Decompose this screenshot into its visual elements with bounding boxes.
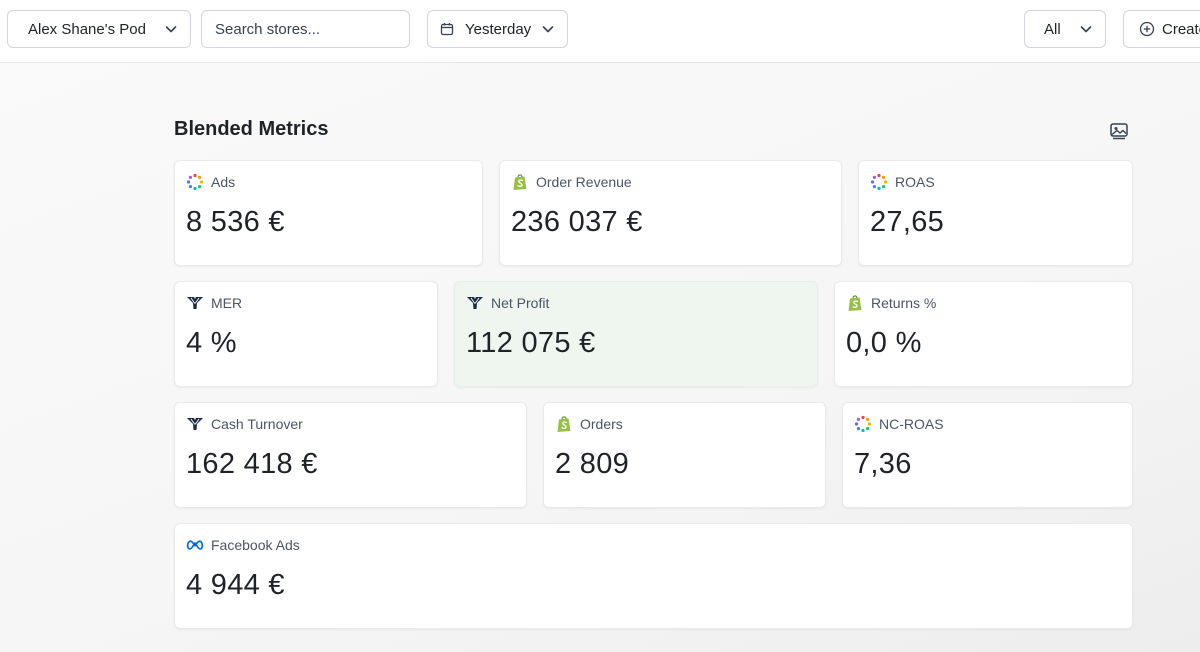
spinner-dots-icon xyxy=(186,173,204,191)
metric-label: Ads xyxy=(211,174,236,190)
meta-icon xyxy=(186,536,204,554)
metric-label: Returns % xyxy=(871,295,937,311)
pod-selector-label: Alex Shane's Pod xyxy=(28,20,146,38)
metric-card-ads[interactable]: Ads 8 536 € xyxy=(174,160,483,266)
shopify-icon xyxy=(511,173,529,191)
filter-label: All xyxy=(1044,20,1061,38)
date-range-dropdown[interactable]: Yesterday xyxy=(427,10,568,48)
metric-card-header: Returns % xyxy=(846,294,936,312)
image-icon[interactable] xyxy=(1109,121,1129,146)
shopify-icon xyxy=(846,294,864,312)
metric-label: MER xyxy=(211,295,243,311)
brand-logo-icon xyxy=(186,415,204,433)
metric-card-mer[interactable]: MER 4 % xyxy=(174,281,438,387)
metric-card-net-profit[interactable]: Net Profit 112 075 € xyxy=(454,281,818,387)
spinner-dots-icon xyxy=(854,415,872,433)
metric-card-orders[interactable]: Orders 2 809 xyxy=(543,402,826,508)
shopify-icon xyxy=(555,415,573,433)
metric-value: 0,0 % xyxy=(846,327,922,359)
chevron-down-icon xyxy=(541,22,555,36)
metric-label: Order Revenue xyxy=(536,174,632,190)
metric-value: 236 037 € xyxy=(511,206,643,238)
metric-card-roas[interactable]: ROAS 27,65 xyxy=(858,160,1133,266)
filter-dropdown[interactable]: All xyxy=(1024,10,1106,48)
metric-card-facebook-ads[interactable]: Facebook Ads 4 944 € xyxy=(174,523,1133,629)
calendar-icon xyxy=(440,22,454,36)
metric-label: Cash Turnover xyxy=(211,416,303,432)
metric-label: Net Profit xyxy=(491,295,550,311)
create-button[interactable]: Create xyxy=(1123,10,1200,48)
metric-card-order-revenue[interactable]: Order Revenue 236 037 € xyxy=(499,160,842,266)
metric-label: Orders xyxy=(580,416,623,432)
metric-card-header: Order Revenue xyxy=(511,173,632,191)
metric-value: 112 075 € xyxy=(466,327,596,359)
section-title: Blended Metrics xyxy=(174,118,329,140)
metric-card-returns[interactable]: Returns % 0,0 % xyxy=(834,281,1133,387)
chevron-down-icon xyxy=(1079,22,1093,36)
metric-card-header: Net Profit xyxy=(466,294,549,312)
metric-value: 7,36 xyxy=(854,448,912,480)
metric-card-header: MER xyxy=(186,294,242,312)
date-range-label: Yesterday xyxy=(465,20,532,38)
metric-card-header: ROAS xyxy=(870,173,935,191)
metric-value: 8 536 € xyxy=(186,206,285,238)
metric-label: Facebook Ads xyxy=(211,537,300,553)
search-stores-input[interactable] xyxy=(201,10,410,48)
metric-value: 4 % xyxy=(186,327,237,359)
create-button-label: Create xyxy=(1162,20,1200,38)
chevron-down-icon xyxy=(164,22,178,36)
metric-value: 162 418 € xyxy=(186,448,318,480)
metric-card-header: Facebook Ads xyxy=(186,536,300,554)
metric-card-header: NC-ROAS xyxy=(854,415,944,433)
metric-card-nc-roas[interactable]: NC-ROAS 7,36 xyxy=(842,402,1133,508)
plus-circle-icon xyxy=(1139,21,1155,37)
metric-label: ROAS xyxy=(895,174,935,190)
pod-selector-dropdown[interactable]: Alex Shane's Pod xyxy=(7,10,191,48)
brand-logo-icon xyxy=(186,294,204,312)
metric-value: 4 944 € xyxy=(186,569,285,601)
metric-value: 2 809 xyxy=(555,448,630,480)
metric-card-cash-turnover[interactable]: Cash Turnover 162 418 € xyxy=(174,402,527,508)
spinner-dots-icon xyxy=(870,173,888,191)
metric-card-header: Cash Turnover xyxy=(186,415,303,433)
metric-value: 27,65 xyxy=(870,206,945,238)
metric-card-header: Orders xyxy=(555,415,623,433)
top-toolbar: Alex Shane's Pod Yesterday All Create xyxy=(0,0,1200,63)
metric-label: NC-ROAS xyxy=(879,416,944,432)
brand-logo-icon xyxy=(466,294,484,312)
metric-card-header: Ads xyxy=(186,173,235,191)
